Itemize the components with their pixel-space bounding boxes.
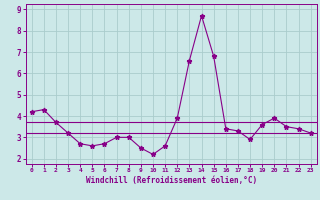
X-axis label: Windchill (Refroidissement éolien,°C): Windchill (Refroidissement éolien,°C): [86, 176, 257, 185]
